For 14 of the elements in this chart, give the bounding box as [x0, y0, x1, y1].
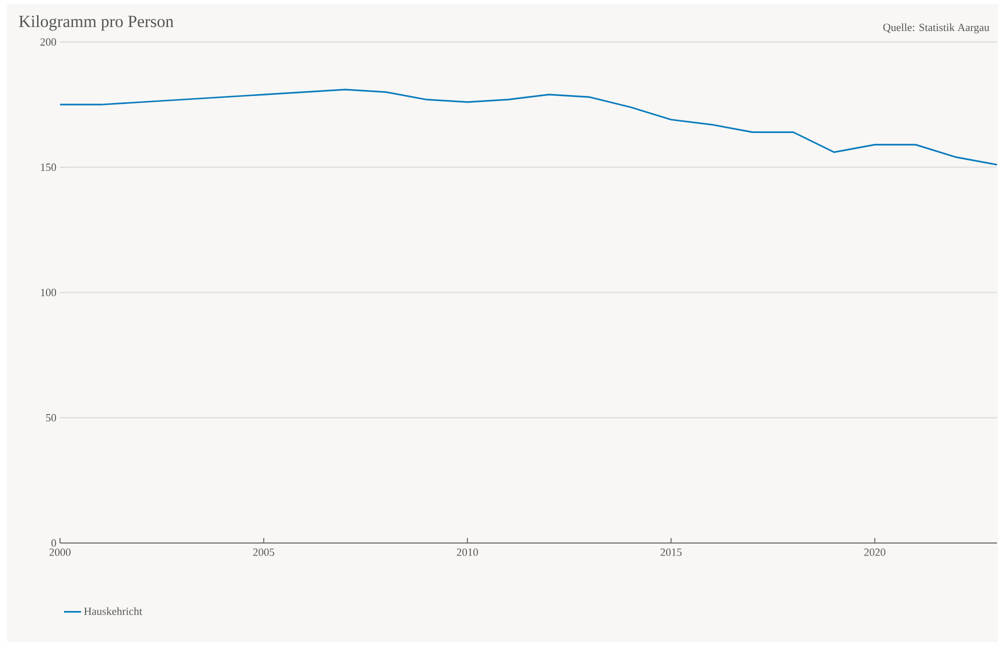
x-tick-label: 2010: [456, 548, 478, 556]
x-tick-label: 2000: [50, 548, 71, 556]
y-tick-label: 100: [41, 288, 56, 296]
y-tick-label: 50: [46, 414, 56, 422]
y-tick-label: 0: [51, 539, 56, 547]
y-tick-label: 200: [40, 38, 56, 46]
x-tick-label: 2015: [660, 548, 682, 556]
chart-title: Kilogramm pro Person: [19, 15, 174, 31]
line-series: [60, 88, 998, 166]
x-tick-label: 2005: [253, 548, 274, 556]
legend-label: Hauskehricht: [84, 607, 142, 615]
x-tick-label: 2020: [864, 548, 886, 556]
source-note: Quelle: Statistik Aargau: [883, 23, 990, 34]
y-tick-label: 150: [41, 164, 56, 171]
